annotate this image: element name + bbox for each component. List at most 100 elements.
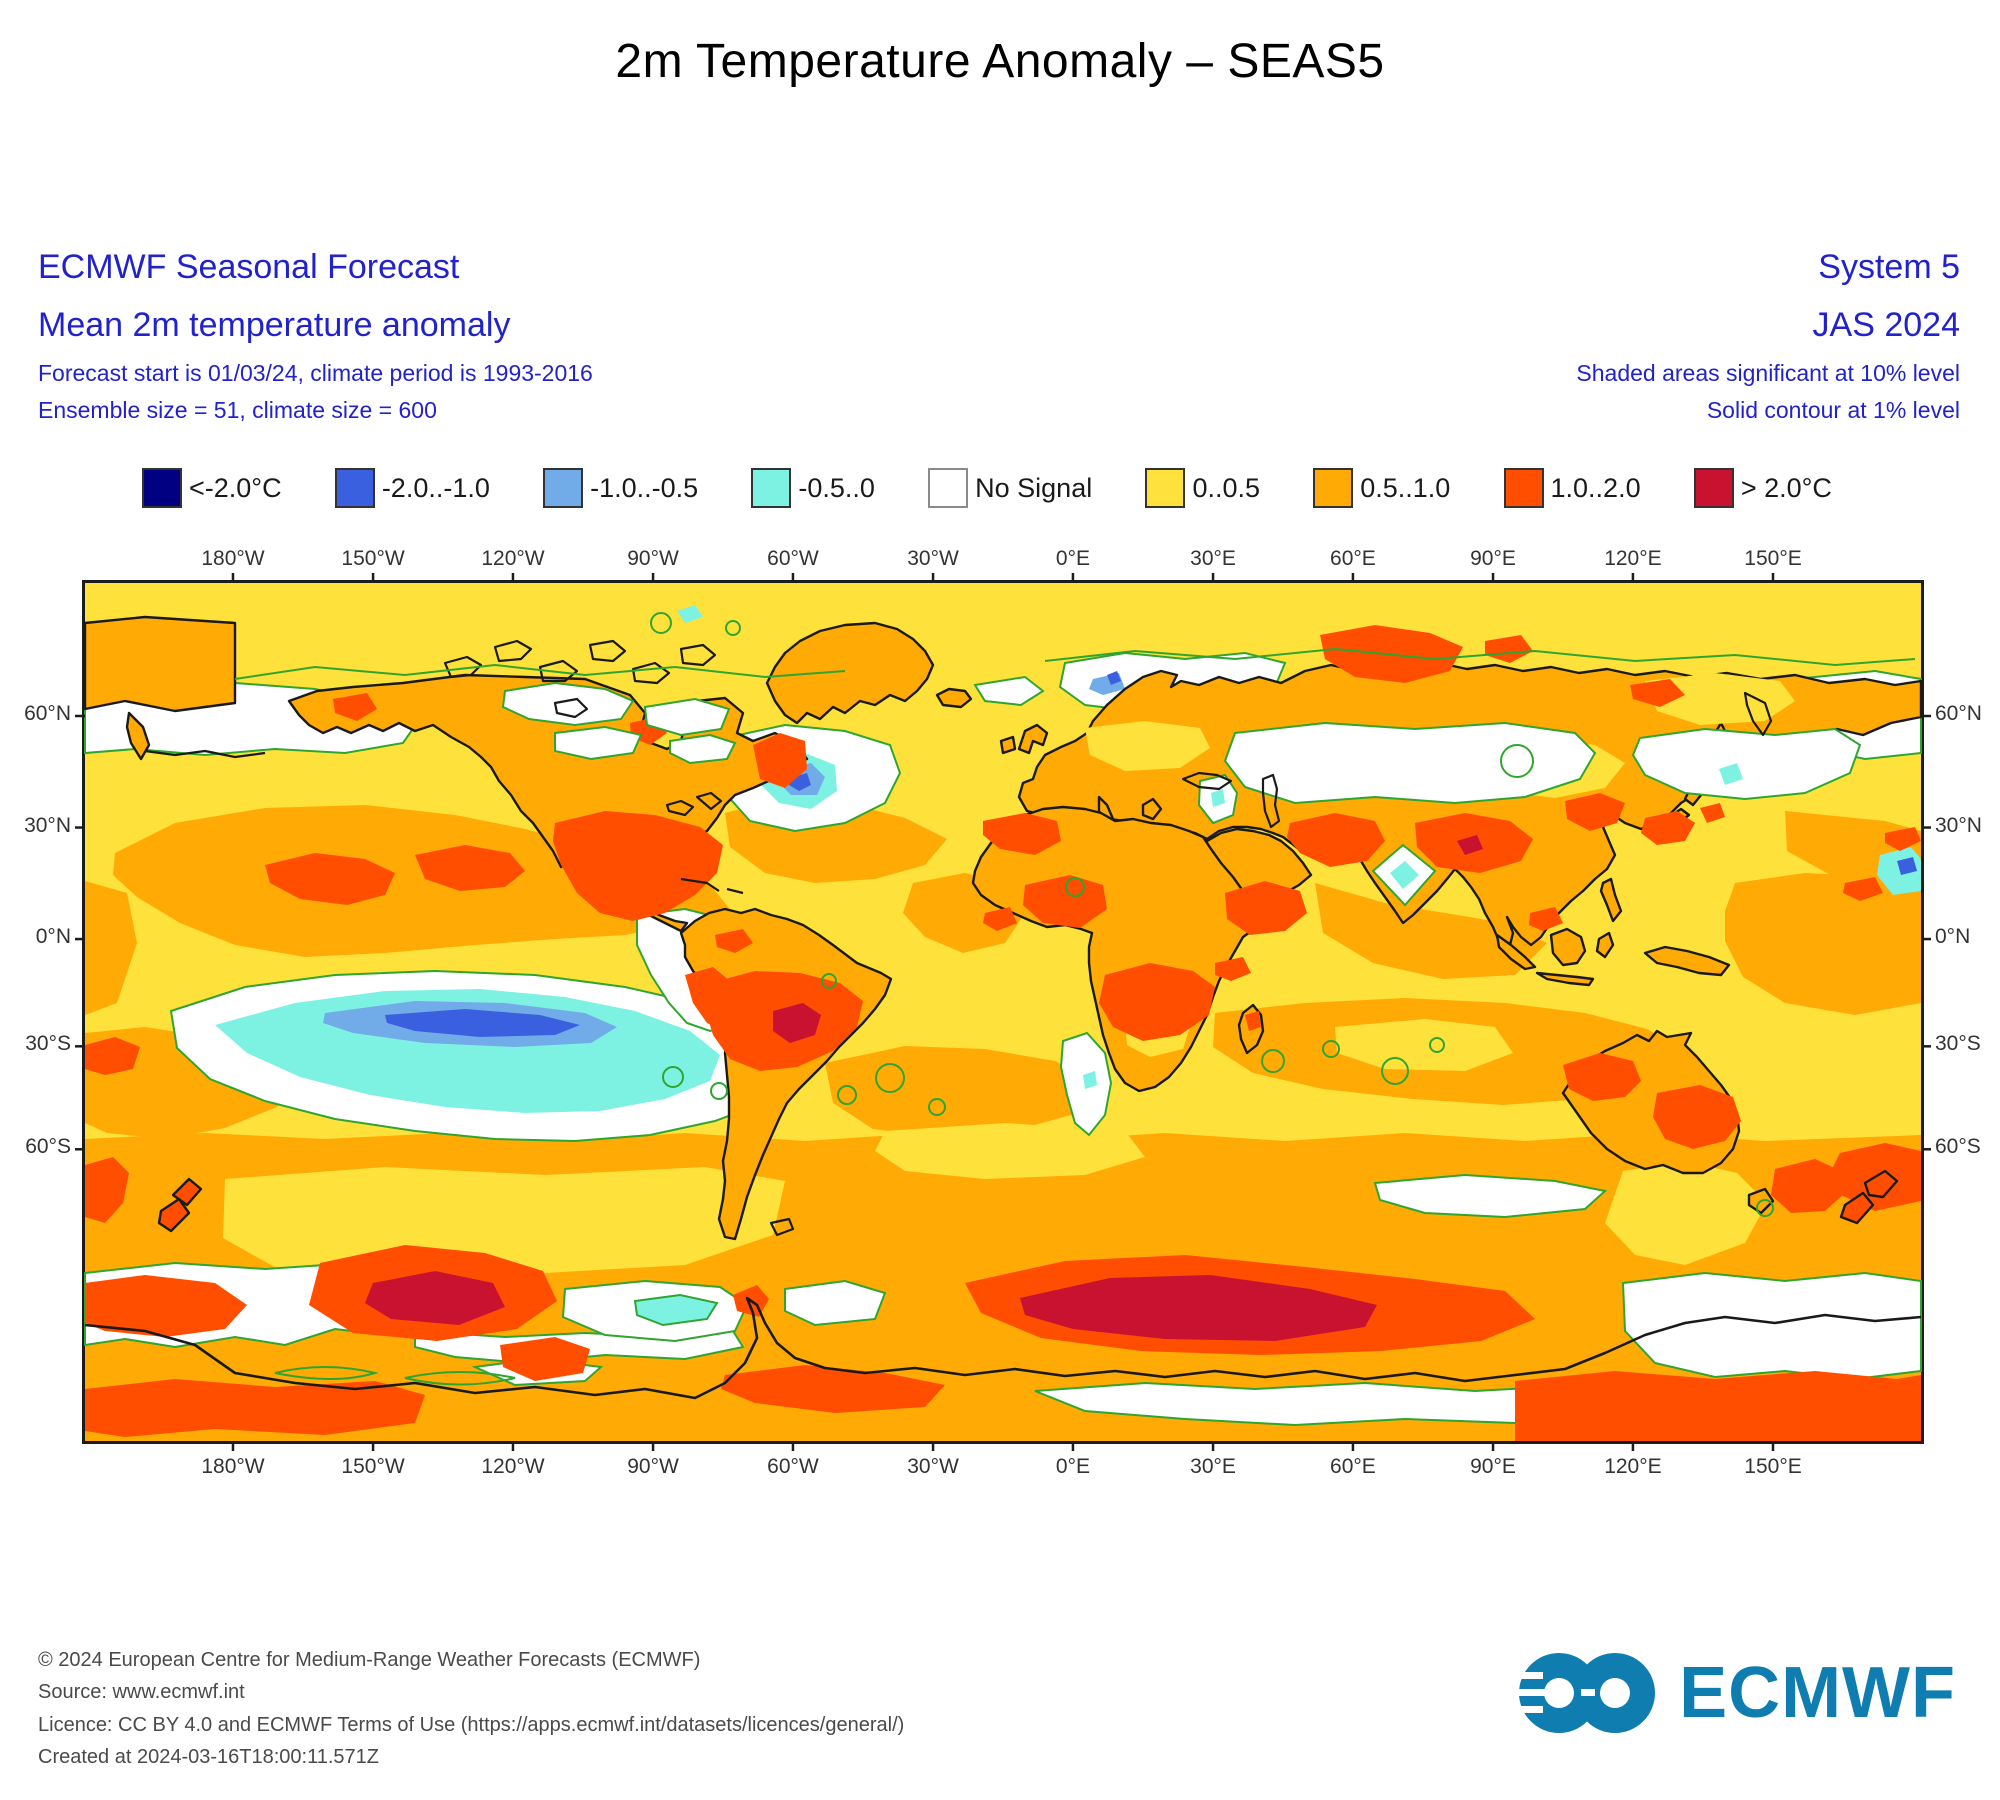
- latitude-tick-label: 60°N: [1935, 702, 1982, 726]
- latitude-tick-label: 60°S: [25, 1135, 71, 1159]
- longitude-tick-label: 30°E: [1190, 1455, 1236, 1478]
- land-greece: [1141, 797, 1163, 821]
- longitude-tick-label: 150°W: [341, 1455, 405, 1478]
- legend-item: <-2.0°C: [142, 468, 282, 508]
- legend-item: > 2.0°C: [1693, 468, 1832, 508]
- latitude-tick-label: 30°N: [24, 813, 71, 837]
- legend-color-swatch: [334, 468, 375, 508]
- legend-item: No Signal: [928, 468, 1092, 508]
- latitude-tick-label: 30°N: [1935, 813, 1982, 837]
- longitude-tick-label: 30°E: [1190, 547, 1236, 570]
- arctic-cool-specks: [677, 605, 1921, 895]
- axis-ticks: [75, 573, 1931, 1451]
- longitude-tick-label: 90°E: [1470, 1455, 1516, 1478]
- longitude-tick-label: 60°E: [1330, 1455, 1376, 1478]
- legend-label: <-2.0°C: [189, 472, 282, 503]
- land-java: [1535, 971, 1595, 987]
- longitude-tick-label: 180°W: [201, 1455, 265, 1478]
- land-greenland: [765, 621, 935, 725]
- longitude-tick-label: 30°W: [907, 1455, 959, 1478]
- longitude-tick-label: 180°W: [201, 547, 265, 570]
- land-uk: [1017, 723, 1049, 755]
- cool-tongue-blue: [385, 1009, 580, 1037]
- system-version: System 5: [1818, 248, 1960, 286]
- legend-label: -1.0..-0.5: [590, 472, 699, 503]
- legend-label: 1.0..2.0: [1550, 472, 1641, 503]
- land-ireland: [999, 735, 1017, 755]
- southern-darkred-regions: [365, 1271, 1377, 1341]
- legend-label: 0.5..1.0: [1360, 472, 1451, 503]
- longitude-tick-label: 60°W: [767, 547, 819, 570]
- legend-label: -0.5..0: [798, 472, 875, 503]
- contour-note: Solid contour at 1% level: [1706, 396, 1960, 423]
- longitude-tick-label: 150°E: [1744, 1455, 1802, 1478]
- ecmwf-logo-mark: [1509, 1653, 1656, 1733]
- legend-color-swatch: [543, 468, 584, 508]
- land-siberia-wrap: [83, 615, 237, 713]
- legend-color-swatch: [1313, 468, 1354, 508]
- longitude-tick-label: 0°E: [1055, 547, 1090, 570]
- page-title: 2m Temperature Anomaly – SEAS5: [615, 35, 1385, 88]
- land-new-guinea: [1643, 945, 1731, 977]
- legend-item: 0.5..1.0: [1313, 468, 1450, 508]
- red-regions: [85, 625, 1921, 1223]
- variable-name: Mean 2m temperature anomaly: [38, 306, 511, 345]
- legend-label: No Signal: [975, 472, 1093, 503]
- legend-item: -1.0..-0.5: [543, 468, 698, 508]
- land-iceland: [935, 687, 973, 709]
- ensemble-size: Ensemble size = 51, climate size = 600: [38, 396, 437, 423]
- longitude-tick-label: 120°W: [481, 1455, 545, 1478]
- longitude-tick-label: 120°E: [1604, 547, 1662, 570]
- forecast-start: Forecast start is 01/03/24, climate peri…: [38, 359, 593, 386]
- legend-label: -2.0..-1.0: [381, 472, 490, 503]
- legend-label: 0..0.5: [1192, 472, 1260, 503]
- land-kamchatka-wrap: [125, 711, 151, 761]
- footer-line: Licence: CC BY 4.0 and ECMWF Terms of Us…: [38, 1713, 905, 1736]
- longitude-tick-label: 90°W: [627, 547, 679, 570]
- legend-item: 0..0.5: [1145, 468, 1260, 508]
- world-map-plot: [75, 573, 1931, 1451]
- longitude-tick-label: 60°E: [1330, 547, 1376, 570]
- legend-color-swatch: [1503, 468, 1544, 508]
- legend-color-swatch: [751, 468, 792, 508]
- land-borneo: [1549, 927, 1587, 967]
- yellow-patches: [223, 1019, 1767, 1273]
- legend-color-swatch: [1145, 468, 1186, 508]
- longitude-tick-label: 0°E: [1055, 1455, 1090, 1478]
- color-legend: <-2.0°C -2.0..-1.0 -1.0..-0.5 -0.5..0 No Sig…: [142, 468, 1832, 508]
- longitude-tick-label: 30°W: [907, 547, 959, 570]
- green-contours: [234, 612, 1916, 1386]
- southern-cyan-lens: [633, 1293, 719, 1327]
- legend-color-swatch: [142, 468, 182, 508]
- antarctica-coastline: [84, 1296, 1922, 1400]
- longitude-tick-label: 90°E: [1470, 547, 1516, 570]
- darkred-land: [773, 835, 1483, 1043]
- longitude-tick-label: 120°E: [1604, 1455, 1662, 1478]
- legend-item: -2.0..-1.0: [334, 468, 490, 508]
- white-regions-land: [501, 681, 1862, 1137]
- legend-label: > 2.0°C: [1740, 472, 1832, 503]
- land-new-zealand: [157, 1169, 1899, 1233]
- header-left: ECMWF Seasonal Forecast Mean 2m temperat…: [38, 238, 593, 429]
- latitude-tick-label: 60°S: [1935, 1135, 1981, 1159]
- latitude-tick-label: 60°N: [24, 702, 71, 726]
- footer-line: © 2024 European Centre for Medium-Range …: [38, 1649, 701, 1671]
- land-sulawesi: [1595, 931, 1615, 959]
- longitude-tick-label: 150°W: [341, 547, 405, 570]
- land-africa: [971, 805, 1283, 1093]
- footer-line: Source: www.ecmwf.int: [38, 1681, 245, 1704]
- legend-item: 1.0..2.0: [1503, 468, 1641, 508]
- longitude-tick-label: 60°W: [767, 1455, 819, 1478]
- legend-color-swatch: [928, 468, 969, 508]
- longitude-tick-label: 120°W: [481, 547, 545, 570]
- coastline-details: [144, 639, 1773, 1237]
- significance-note: Shaded areas significant at 10% level: [1576, 359, 1960, 386]
- legend-color-swatch: [1693, 468, 1734, 508]
- forecast-season: JAS 2024: [1812, 306, 1960, 345]
- footer-line: Created at 2024-03-16T18:00:11.571Z: [38, 1746, 379, 1769]
- land-cool-specks: [1083, 763, 1743, 1089]
- land-sumatra: [1495, 933, 1537, 971]
- latitude-tick-label: 0°N: [35, 925, 71, 949]
- longitude-tick-label: 90°W: [627, 1455, 679, 1478]
